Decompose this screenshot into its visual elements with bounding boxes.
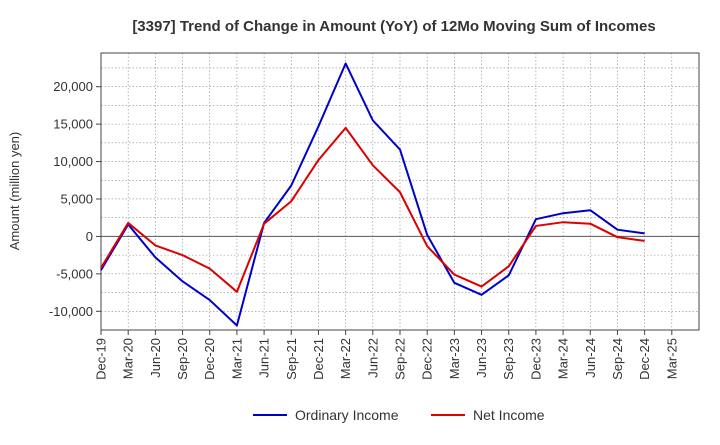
- x-tick-label: Jun-21: [257, 338, 272, 378]
- y-tick-label: -10,000: [49, 304, 93, 319]
- y-tick-label: 0: [86, 229, 93, 244]
- x-tick-label: Mar-23: [447, 338, 462, 379]
- x-tick-label: Dec-21: [311, 338, 326, 380]
- x-axis-ticks: Dec-19 Mar-20 Jun-20 Sep-20 Dec-20 Mar-21 Jun-…: [94, 330, 679, 380]
- y-tick-label: 5,000: [60, 191, 93, 206]
- horizontal-gridlines: [101, 67, 699, 331]
- chart-title: [3397] Trend of Change in Amount (YoY) o…: [132, 18, 655, 35]
- x-tick-label: Mar-21: [229, 338, 244, 379]
- x-tick-label: Jun-24: [583, 338, 598, 378]
- x-tick-label: Dec-20: [202, 338, 217, 380]
- x-tick-label: Dec-24: [637, 338, 652, 380]
- x-tick-label: Jun-22: [365, 338, 380, 378]
- x-tick-label: Jun-23: [474, 338, 489, 378]
- x-tick-label: Dec-23: [528, 338, 543, 380]
- x-tick-label: Sep-21: [284, 338, 299, 380]
- x-tick-label: Mar-25: [664, 338, 679, 379]
- x-tick-label: Sep-20: [175, 338, 190, 380]
- x-tick-label: Mar-24: [556, 338, 571, 379]
- series-line-net-income: [100, 126, 645, 293]
- x-tick-label: Dec-22: [420, 338, 435, 380]
- legend: Ordinary Income Net Income: [253, 407, 545, 423]
- series-lines: [100, 62, 645, 327]
- x-tick-label: Jun-20: [148, 338, 163, 378]
- legend-label-ordinary-income: Ordinary Income: [295, 407, 399, 423]
- x-tick-label: Sep-23: [501, 338, 516, 380]
- x-tick-label: Mar-22: [338, 338, 353, 379]
- legend-label-net-income: Net Income: [473, 407, 545, 423]
- y-tick-label: 10,000: [53, 154, 93, 169]
- x-tick-label: Sep-22: [393, 338, 408, 380]
- series-line-ordinary-income: [100, 62, 645, 327]
- y-tick-label: 20,000: [53, 79, 93, 94]
- x-tick-label: Mar-20: [121, 338, 136, 379]
- y-tick-label: 15,000: [53, 117, 93, 132]
- y-axis-label: Amount (million yen): [7, 132, 22, 251]
- x-tick-label: Sep-24: [610, 338, 625, 380]
- x-tick-label: Dec-19: [94, 338, 109, 380]
- y-axis-ticks: -10,000 -5,000 0 5,000 10,000 15,000 20,000: [49, 79, 101, 319]
- y-tick-label: -5,000: [56, 266, 93, 281]
